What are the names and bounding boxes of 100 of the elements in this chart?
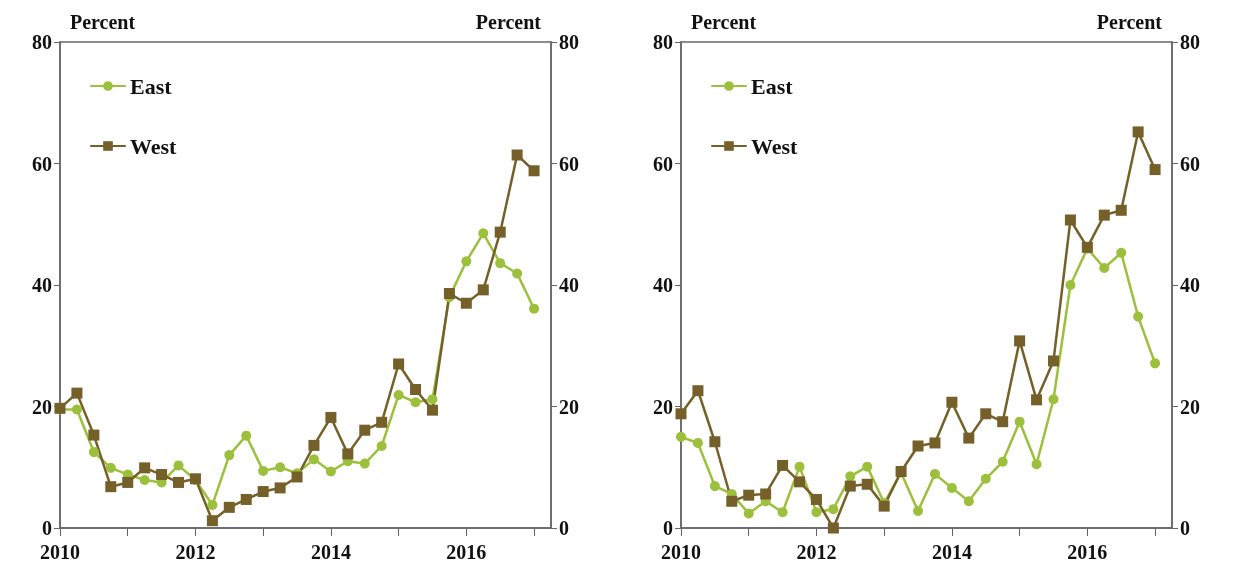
point: [1065, 280, 1076, 290]
point: [1132, 126, 1144, 138]
y-tick-label: 0: [42, 517, 52, 539]
point: [963, 432, 975, 444]
y-tick-label: 60: [653, 152, 673, 175]
point: [342, 448, 354, 460]
y-axis-title: Percent: [70, 11, 136, 33]
point: [88, 447, 99, 458]
point: [308, 439, 320, 451]
point: [71, 387, 83, 399]
point: [410, 383, 422, 395]
x-tick-label: 2010: [661, 541, 701, 563]
point: [709, 481, 720, 492]
point: [692, 437, 703, 448]
point: [980, 408, 992, 420]
x-tick-label: 2016: [446, 541, 487, 563]
point: [692, 385, 704, 397]
point: [325, 411, 337, 423]
point: [494, 226, 506, 238]
point: [410, 397, 421, 408]
point: [844, 480, 856, 492]
y-tick-label: 60: [32, 152, 52, 175]
point: [810, 493, 822, 505]
y-tick-label: 0: [663, 517, 673, 539]
point: [997, 416, 1009, 428]
y-axis-title: Percent: [691, 11, 757, 33]
point: [275, 462, 286, 473]
y2-tick-label: 40: [1180, 274, 1200, 296]
point: [946, 482, 957, 493]
point: [1115, 204, 1127, 216]
point: [477, 284, 489, 296]
point: [393, 389, 404, 400]
point: [105, 462, 116, 473]
point: [207, 499, 218, 510]
point: [794, 461, 805, 472]
point: [726, 495, 738, 507]
y2-tick-label: 0: [1180, 517, 1190, 539]
point: [1099, 262, 1110, 273]
point: [777, 507, 788, 518]
point: [308, 454, 319, 465]
y2-tick-label: 80: [559, 31, 579, 53]
y2-tick-label: 0: [559, 517, 569, 539]
point: [139, 462, 151, 474]
point: [709, 436, 721, 448]
y2-axis-title: Percent: [475, 11, 542, 33]
point: [325, 466, 336, 477]
legend-label: West: [130, 133, 178, 159]
point: [359, 424, 371, 436]
y-tick-label: 80: [32, 31, 52, 53]
point: [676, 431, 686, 442]
point: [88, 429, 100, 441]
point: [224, 450, 235, 461]
point: [529, 303, 540, 314]
x-tick-label: 2010: [40, 541, 80, 563]
point: [1149, 164, 1161, 176]
point: [460, 297, 472, 309]
point: [1047, 355, 1059, 367]
point: [963, 496, 974, 507]
point: [528, 165, 540, 177]
point: [760, 488, 772, 500]
point: [862, 461, 873, 472]
x-tick-label: 2014: [931, 541, 972, 563]
point: [71, 404, 82, 415]
x-tick-label: 2016: [1067, 541, 1108, 563]
point: [828, 504, 839, 515]
point: [861, 478, 873, 490]
point: [929, 468, 940, 479]
point: [258, 465, 269, 476]
point: [206, 515, 218, 527]
point: [1048, 394, 1059, 405]
y-tick-label: 40: [653, 274, 673, 296]
point: [675, 408, 687, 420]
point: [173, 460, 184, 471]
y-tick-label: 20: [653, 395, 673, 418]
point: [1116, 247, 1127, 258]
point: [912, 440, 924, 452]
point: [1031, 394, 1043, 406]
x-tick-label: 2014: [310, 541, 351, 563]
point: [105, 481, 117, 493]
point: [827, 522, 839, 534]
y2-tick-label: 20: [1180, 395, 1200, 418]
point: [1150, 358, 1161, 369]
point: [257, 486, 269, 498]
point: [376, 440, 387, 451]
point: [743, 489, 755, 501]
point: [1031, 459, 1042, 470]
point: [913, 505, 924, 516]
y-tick-label: 40: [32, 274, 52, 296]
point: [240, 493, 252, 505]
point: [1014, 335, 1026, 347]
point: [274, 482, 286, 494]
point: [241, 430, 252, 441]
point: [478, 228, 489, 239]
legend-label: East: [751, 73, 794, 99]
point: [139, 475, 150, 485]
point: [359, 458, 370, 469]
point: [427, 394, 438, 405]
point: [1014, 416, 1025, 427]
legend-label: East: [130, 73, 173, 99]
point: [376, 416, 388, 428]
